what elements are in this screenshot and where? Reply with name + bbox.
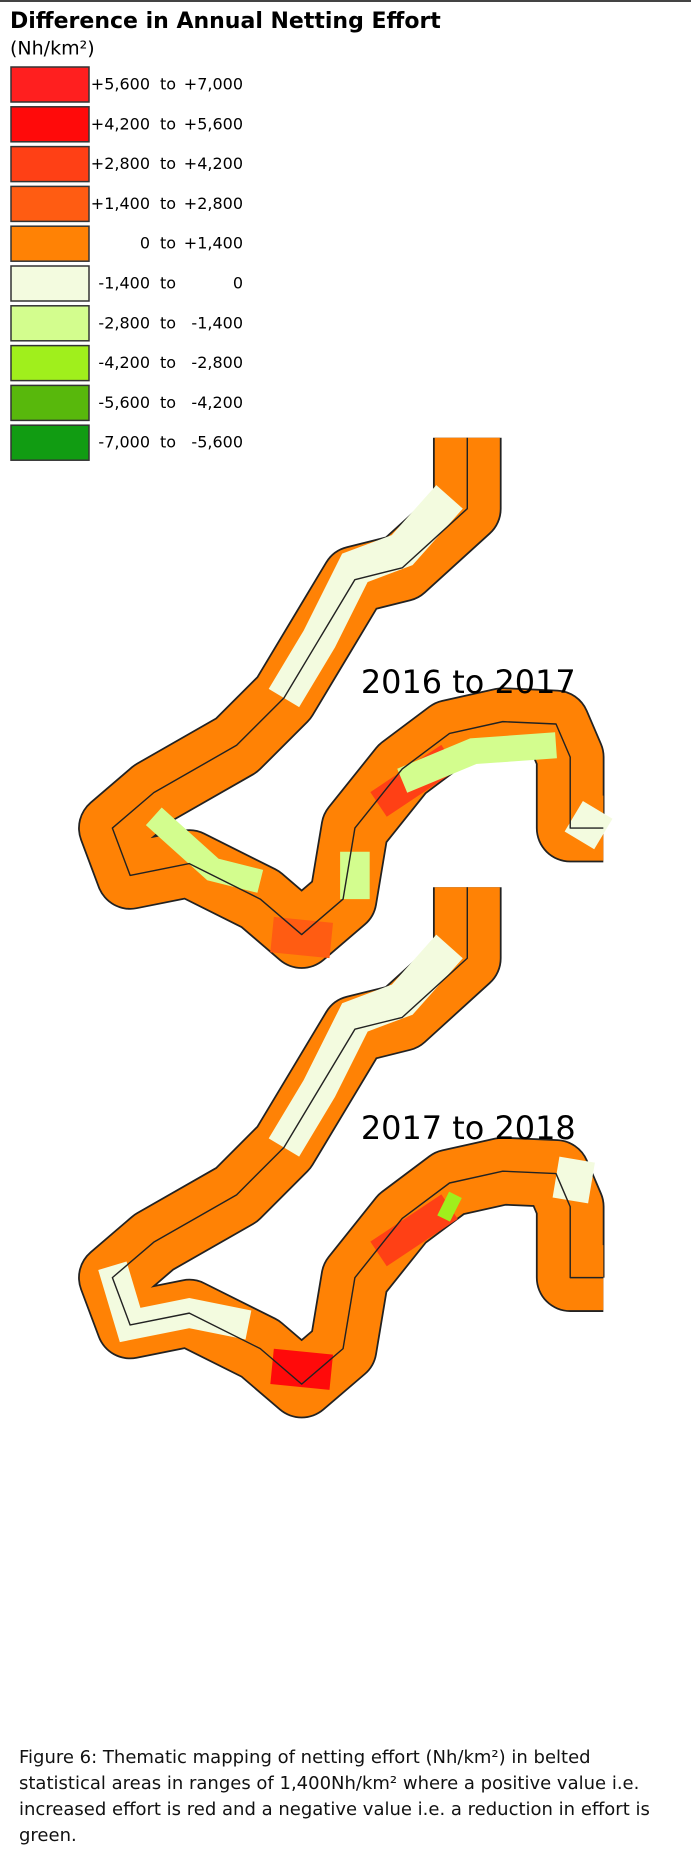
legend-swatch — [10, 344, 90, 382]
legend-to: +5,600 — [184, 114, 243, 133]
map-2016-2017 — [112, 438, 603, 941]
map-label: 2016 to 2017 — [361, 663, 576, 701]
legend: +5,600 to +7,000 +4,200 to +5,600 +2,800 to +4,2… — [10, 66, 243, 461]
legend-to: +2,800 — [184, 194, 243, 213]
legend-swatch — [10, 265, 90, 302]
legend-separator: to — [160, 274, 176, 293]
legend-from: 0 — [140, 234, 150, 253]
legend-to: 0 — [233, 274, 243, 293]
legend-separator: to — [160, 353, 176, 372]
legend-to: -2,800 — [191, 353, 243, 372]
caption: Figure 6: Thematic mapping of netting ef… — [19, 1747, 650, 1846]
legend-from: +2,800 — [91, 154, 150, 173]
legend-swatch — [10, 384, 90, 422]
legend-from: +4,200 — [91, 114, 150, 133]
maps: 2016 to 2017 2017 to 2018 — [112, 438, 603, 1384]
legend-swatch — [10, 305, 90, 342]
map-2017-2018 — [112, 887, 603, 1384]
unit: (Nh/km²) — [10, 38, 95, 60]
legend-separator: to — [160, 194, 176, 213]
legend-separator: to — [160, 313, 176, 332]
legend-from: +1,400 — [91, 194, 150, 213]
legend-from: -2,800 — [98, 313, 150, 332]
legend-separator: to — [160, 114, 176, 133]
legend-separator: to — [160, 75, 176, 94]
legend-swatch — [10, 145, 90, 183]
figure: Difference in Annual Netting Effort (Nh/… — [0, 0, 691, 1700]
legend-swatch — [10, 424, 90, 461]
map-label: 2017 to 2018 — [361, 1109, 576, 1147]
legend-to: -1,400 — [191, 313, 243, 332]
legend-from: -4,200 — [98, 353, 150, 372]
legend-swatch — [10, 185, 90, 223]
title: Difference in Annual Netting Effort — [10, 9, 441, 34]
legend-from: -1,400 — [98, 274, 150, 293]
legend-to: +7,000 — [184, 75, 243, 94]
legend-separator: to — [160, 433, 176, 452]
legend-from: -5,600 — [98, 393, 150, 412]
legend-separator: to — [160, 154, 176, 173]
legend-from: -7,000 — [98, 433, 150, 452]
legend-to: +4,200 — [184, 154, 243, 173]
legend-from: +5,600 — [91, 75, 150, 94]
legend-separator: to — [160, 393, 176, 412]
legend-swatch — [10, 106, 90, 143]
legend-to: -5,600 — [191, 433, 243, 452]
legend-to: -4,200 — [191, 393, 243, 412]
legend-to: +1,400 — [184, 234, 243, 253]
legend-separator: to — [160, 234, 176, 253]
legend-swatch — [10, 66, 90, 103]
legend-swatch — [10, 225, 90, 262]
